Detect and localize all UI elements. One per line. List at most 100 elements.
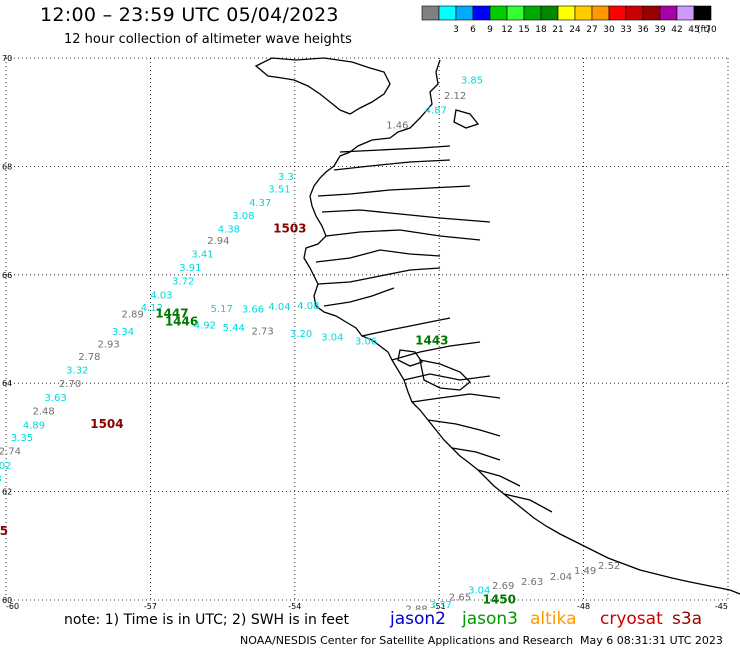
colorbar-tick-label: 3 bbox=[453, 25, 459, 35]
wave-height-value: 2.52 bbox=[598, 561, 620, 572]
wave-height-value: 3.02 bbox=[0, 461, 11, 472]
colorbar-tick-label: 9 bbox=[487, 25, 493, 35]
pass-time-label: 1450 bbox=[483, 592, 516, 606]
wave-height-value: 2.94 bbox=[207, 236, 229, 247]
pass-time-label: 1504 bbox=[90, 417, 123, 431]
colorbar-tick-label: 18 bbox=[535, 25, 547, 35]
latitude-tick-label: 68 bbox=[2, 162, 12, 171]
colorbar-tick-label: 33 bbox=[620, 25, 631, 35]
wave-height-value: 4.03 bbox=[150, 291, 172, 302]
footer-note: note: 1) Time is in UTC; 2) SWH is in fe… bbox=[64, 612, 350, 628]
axis-tick-labels: 70 68 66 64 62 60-60 -57 -54 -51 -48 -45 bbox=[2, 54, 728, 610]
wave-height-value: 3.37 bbox=[430, 600, 452, 610]
wave-height-value: 3.91 bbox=[179, 263, 201, 274]
fjord-line bbox=[333, 159, 451, 171]
satellite-legend-s3a: s3a bbox=[672, 609, 703, 629]
latitude-tick-label: 66 bbox=[2, 271, 12, 280]
fjord-line bbox=[427, 419, 501, 437]
colorbar-tick-label: 27 bbox=[586, 25, 597, 35]
fjord-line bbox=[315, 249, 441, 263]
wave-height-value: 1.46 bbox=[386, 120, 408, 131]
colorbar-tick-label: 6 bbox=[470, 25, 476, 35]
pass-time-label: 1443 bbox=[415, 334, 448, 348]
page-subtitle: 12 hour collection of altimeter wave hei… bbox=[64, 32, 352, 47]
wave-height-value: 3.66 bbox=[242, 305, 264, 316]
fjord-line bbox=[391, 341, 481, 361]
pass-time-label: 1505 bbox=[0, 524, 8, 538]
fjord-line bbox=[317, 267, 441, 285]
fjord-line bbox=[317, 185, 471, 197]
wave-height-map[interactable]: 70 68 66 64 62 60-60 -57 -54 -51 -48 -45 3.85 2.12 4… bbox=[0, 0, 740, 610]
wave-height-value: 5.44 bbox=[223, 323, 245, 334]
latitude-tick-label: 64 bbox=[2, 379, 12, 388]
longitude-tick-label: -45 bbox=[715, 602, 728, 610]
wave-height-value: 3.04 bbox=[321, 332, 343, 343]
wave-height-value: 3.32 bbox=[66, 365, 88, 376]
fjord-line bbox=[361, 317, 451, 337]
colorbar-tick-label: 12 bbox=[501, 25, 512, 35]
pass-time-label: 1447 bbox=[155, 307, 188, 321]
colorbar-tick-label: 36 bbox=[637, 25, 649, 35]
wave-height-value: 2.89 bbox=[122, 310, 144, 321]
longitude-tick-label: -51 bbox=[433, 602, 446, 610]
colorbar-tick-label: 24 bbox=[569, 25, 581, 35]
wave-height-value: 2.74 bbox=[0, 447, 21, 458]
fjord-line bbox=[339, 145, 451, 153]
wave-height-value: 2.78 bbox=[78, 352, 100, 363]
fjord-line bbox=[325, 229, 481, 241]
wave-height-value: 3.20 bbox=[290, 329, 312, 340]
wave-height-value: 4.12 bbox=[141, 303, 163, 314]
wave-height-value: 3.63 bbox=[45, 393, 67, 404]
colorbar-tick-label: 21 bbox=[552, 25, 563, 35]
wave-height-value: 2.93 bbox=[97, 339, 119, 350]
wave-height-value: 1.49 bbox=[574, 566, 596, 577]
wave-height-value: 4.38 bbox=[0, 474, 2, 485]
colorbar-unit-label: (ft) bbox=[697, 25, 711, 35]
wave-height-value: 4.38 bbox=[218, 225, 240, 236]
greenland-coastline bbox=[254, 57, 740, 595]
wave-height-value: 3.3 bbox=[278, 172, 294, 183]
wave-height-value: 3.72 bbox=[172, 277, 194, 288]
fjord-line bbox=[321, 209, 491, 223]
page-title: 12:00 – 23:59 UTC 05/04/2023 bbox=[40, 4, 339, 26]
wave-height-value: 3.41 bbox=[191, 249, 213, 260]
wave-height-value: 3.35 bbox=[11, 433, 33, 444]
wave-height-value: 4.87 bbox=[425, 105, 447, 116]
fjord-line bbox=[451, 447, 501, 461]
latitude-tick-label: 60 bbox=[2, 596, 12, 605]
footer-timestamp: May 6 08:31:31 UTC 2023 bbox=[580, 634, 723, 647]
longitude-tick-label: -60 bbox=[6, 602, 19, 610]
latitude-tick-label: 62 bbox=[2, 488, 12, 497]
wave-height-value: 4.92 bbox=[194, 320, 216, 331]
pass-time-label: 1446 bbox=[165, 315, 198, 329]
fjord-line bbox=[503, 493, 553, 513]
wave-height-value: 2.69 bbox=[492, 581, 514, 592]
wave-height-value: 2.63 bbox=[521, 577, 543, 588]
colorbar-tick-label: 15 bbox=[518, 25, 529, 35]
fjord-line bbox=[323, 287, 395, 307]
satellite-legend-altika: altika bbox=[530, 609, 577, 629]
wave-height-value: 2.73 bbox=[251, 326, 273, 337]
pass-time-label: 1503 bbox=[273, 222, 306, 236]
wave-height-value: 4.04 bbox=[268, 302, 290, 313]
wave-height-value: 4.37 bbox=[249, 198, 271, 209]
wave-height-colorbar: 3 6 9 12 15 18 21 24 27 30 33 36 39 42 45 70(ft) bbox=[421, 5, 717, 35]
wave-height-value: 3.04 bbox=[468, 585, 490, 596]
wave-height-value: 5.17 bbox=[211, 304, 233, 315]
longitude-tick-label: -57 bbox=[144, 602, 157, 610]
colorbar-tick-label: 42 bbox=[671, 25, 682, 35]
wave-height-value: 2.70 bbox=[59, 379, 81, 390]
colorbar-tick-label: 45 bbox=[688, 25, 699, 35]
fjord-cluster bbox=[397, 349, 424, 367]
satellite-legend-jason2: jason2 bbox=[390, 609, 446, 629]
fjord-cluster bbox=[419, 359, 471, 391]
wave-height-value: 3.08 bbox=[232, 211, 254, 222]
wave-height-value: 2.65 bbox=[449, 593, 471, 604]
wave-height-value: 4.08 bbox=[297, 301, 319, 312]
wave-height-value: 2.88 bbox=[406, 604, 428, 610]
latitude-tick-label: 70 bbox=[2, 54, 12, 63]
longitude-tick-label: -54 bbox=[288, 602, 301, 610]
colorbar-tick-label: 30 bbox=[603, 25, 615, 35]
fjord-line bbox=[403, 373, 491, 381]
wave-height-value: 3.06 bbox=[355, 337, 377, 348]
